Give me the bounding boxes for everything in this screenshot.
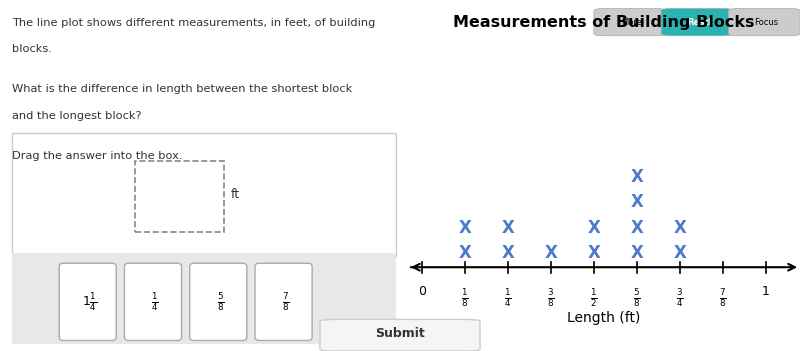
Text: $\frac{1}{8}$: $\frac{1}{8}$: [461, 287, 469, 309]
Text: and the longest block?: and the longest block?: [12, 111, 142, 120]
Text: Read: Read: [687, 18, 711, 27]
Text: $\frac{5}{8}$: $\frac{5}{8}$: [217, 291, 224, 313]
Text: blocks.: blocks.: [12, 44, 52, 54]
Text: $\frac{1}{4}$: $\frac{1}{4}$: [504, 287, 511, 309]
Text: More: More: [622, 18, 642, 27]
Text: What is the difference in length between the shortest block: What is the difference in length between…: [12, 84, 353, 94]
Text: X: X: [544, 244, 557, 262]
FancyBboxPatch shape: [59, 263, 116, 340]
Text: X: X: [458, 219, 471, 237]
Title: Measurements of Building Blocks: Measurements of Building Blocks: [454, 15, 754, 30]
Text: X: X: [630, 168, 643, 186]
FancyBboxPatch shape: [125, 263, 182, 340]
Text: Submit: Submit: [375, 327, 425, 340]
FancyBboxPatch shape: [661, 8, 733, 36]
Text: ft: ft: [230, 188, 240, 201]
Text: $1\frac{1}{4}$: $1\frac{1}{4}$: [82, 291, 98, 313]
Text: X: X: [630, 244, 643, 262]
Text: Drag the answer into the box.: Drag the answer into the box.: [12, 151, 182, 161]
Text: X: X: [630, 193, 643, 211]
FancyBboxPatch shape: [320, 319, 480, 351]
Text: $\frac{5}{8}$: $\frac{5}{8}$: [633, 287, 641, 309]
Text: X: X: [587, 219, 600, 237]
Text: $\frac{7}{8}$: $\frac{7}{8}$: [719, 287, 726, 309]
FancyBboxPatch shape: [12, 253, 396, 344]
Text: X: X: [630, 219, 643, 237]
Text: $\frac{7}{8}$: $\frac{7}{8}$: [282, 291, 290, 313]
Text: $\frac{1}{4}$: $\frac{1}{4}$: [151, 291, 159, 313]
FancyBboxPatch shape: [728, 8, 800, 36]
Text: X: X: [674, 219, 686, 237]
Text: The line plot shows different measurements, in feet, of building: The line plot shows different measuremen…: [12, 18, 376, 27]
Text: X: X: [587, 244, 600, 262]
Text: Focus: Focus: [754, 18, 778, 27]
Text: Length (ft): Length (ft): [567, 311, 641, 325]
FancyBboxPatch shape: [12, 133, 396, 256]
FancyBboxPatch shape: [134, 161, 224, 232]
Text: $\frac{1}{2}$: $\frac{1}{2}$: [590, 287, 598, 309]
Text: X: X: [458, 244, 471, 262]
Text: 0: 0: [418, 285, 426, 298]
Text: 1: 1: [762, 285, 770, 298]
FancyBboxPatch shape: [255, 263, 312, 340]
Text: X: X: [674, 244, 686, 262]
FancyBboxPatch shape: [594, 8, 666, 36]
Text: $\frac{3}{8}$: $\frac{3}{8}$: [547, 287, 554, 309]
Text: X: X: [502, 244, 514, 262]
Text: $\frac{3}{4}$: $\frac{3}{4}$: [676, 287, 683, 309]
Text: X: X: [502, 219, 514, 237]
FancyBboxPatch shape: [190, 263, 247, 340]
